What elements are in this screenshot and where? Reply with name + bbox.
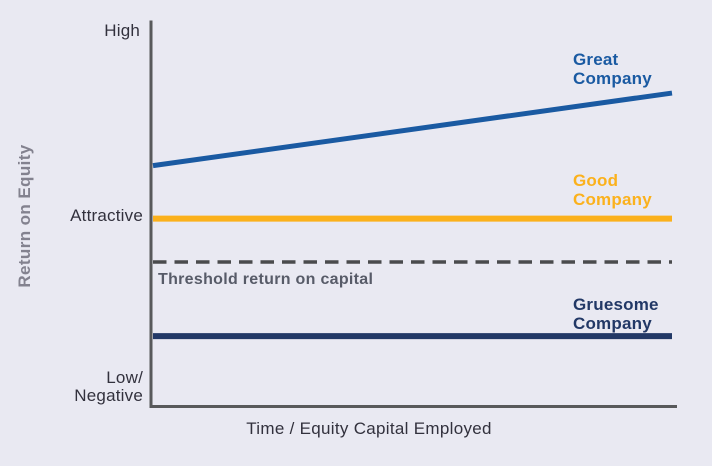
x-axis-title: Time / Equity Capital Employed <box>246 419 492 438</box>
series-label-good-company: Good Company <box>573 171 652 209</box>
y-tick-high: High <box>104 21 140 40</box>
series-line-great-company <box>152 90 673 169</box>
y-axis-title: Return on Equity <box>15 144 34 288</box>
threshold-annotation: Threshold return on capital <box>158 271 374 288</box>
y-tick-low-negative: Low/ Negative <box>74 368 143 405</box>
series-label-great-company: Great Company <box>573 50 652 88</box>
series-label-gruesome-company: Gruesome Company <box>573 295 659 333</box>
y-tick-attractive: Attractive <box>70 206 143 225</box>
